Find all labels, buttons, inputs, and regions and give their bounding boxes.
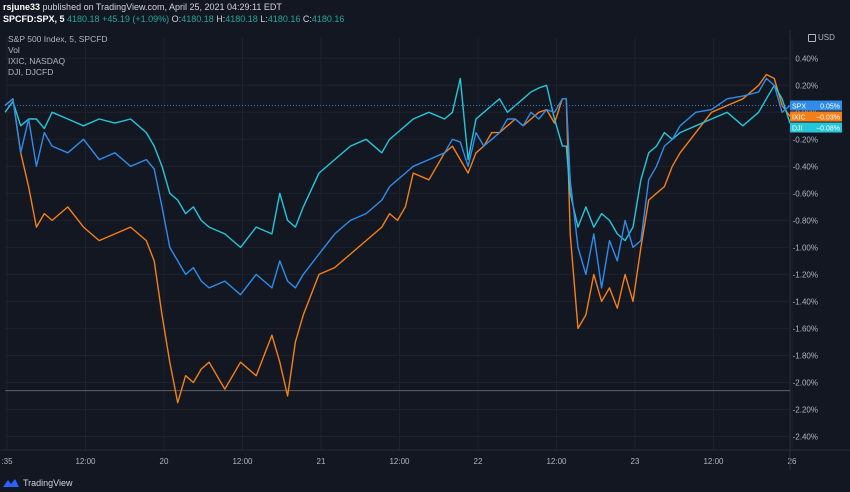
last-price: 4180.18 [67,14,100,24]
x-tick-label: 21 [317,457,326,466]
dji-badge-value: −0.08% [816,126,840,133]
high-value: 4180.18 [225,14,258,24]
spx-series-line [4,77,791,296]
high-label: H: [216,14,226,24]
y-tick-label: -2.20% [793,405,818,414]
legend-ixic[interactable]: IXIC, NASDAQ [8,56,66,66]
x-tick-label: 20 [160,457,169,466]
chart-header: rsjune33 published on TradingView.com, A… [0,0,850,30]
y-tick-label: -0.60% [793,189,818,198]
footer: TradingView [3,475,73,491]
legend-dji[interactable]: DJI, DJCFD [8,67,54,77]
y-tick-label: -1.80% [793,351,818,360]
legend-main-series[interactable]: S&P 500 Index, 5, SPCFD [8,34,108,44]
y-tick-label: -0.80% [793,216,818,225]
dji-value-badge-ext [810,122,842,133]
author-name[interactable]: rsjune33 [3,2,41,12]
low-value: 4180.16 [267,14,301,24]
x-tick-label: :35 [1,457,13,466]
x-tick-label: 12:00 [546,457,567,466]
x-tick-label: 12:00 [75,457,96,466]
ixic-badge-name: IXIC [792,115,806,122]
y-tick-label: -2.40% [793,432,818,441]
y-tick-label: -1.20% [793,270,818,279]
y-tick-label: -0.20% [793,135,818,144]
brand-name: TradingView [23,478,73,488]
lock-scale-icon[interactable] [808,33,816,42]
x-tick-label: 26 [788,457,797,466]
y-tick-label: -1.00% [793,243,818,252]
currency-selector[interactable]: USD [808,33,835,42]
y-tick-label: -1.40% [793,297,818,306]
ixic-value-badge-ext [810,111,842,122]
close-value: 4180.16 [311,14,345,24]
y-tick-label: -0.40% [793,162,818,171]
spx-value-badge-ext [810,100,842,111]
x-tick-label: 23 [631,457,640,466]
symbol-name: SPCFD:SPX, 5 [3,14,65,24]
low-label: L: [260,14,268,24]
price-chart[interactable]: 0.40%0.20%0.00%-0.20%-0.40%-0.60%-0.80%-… [0,30,850,475]
x-tick-label: 12:00 [389,457,410,466]
dji-badge-name: DJI [792,126,803,133]
x-tick-label: 12:00 [232,457,253,466]
y-tick-label: -2.00% [793,378,818,387]
legend-volume[interactable]: Vol [8,45,20,55]
x-tick-label: 12:00 [703,457,724,466]
ixic-series-line [4,73,791,404]
y-tick-label: -1.60% [793,324,818,333]
tradingview-logo-icon [3,479,19,487]
currency-label: USD [818,33,835,42]
spx-badge-name: SPX [792,104,806,111]
ixic-badge-value: −0.03% [816,115,840,122]
chart-legend: S&P 500 Index, 5, SPCFD Vol IXIC, NASDAQ… [8,34,108,78]
open-label: O: [171,14,182,24]
dji-series-line [4,77,791,249]
y-tick-label: 0.40% [795,54,818,63]
open-value: 4180.18 [181,14,214,24]
x-tick-label: 22 [474,457,483,466]
publish-text: published on TradingView.com, April 25, … [42,2,282,12]
y-tick-label: 0.20% [795,81,818,90]
close-label: C: [302,14,312,24]
price-change: +45.19 (+1.09%) [102,14,170,24]
spx-badge-value: 0.05% [820,104,840,111]
publish-info: rsjune33 published on TradingView.com, A… [3,2,282,12]
symbol-ohlc-line: SPCFD:SPX, 5 4180.18 +45.19 (+1.09%) O:4… [3,14,344,24]
